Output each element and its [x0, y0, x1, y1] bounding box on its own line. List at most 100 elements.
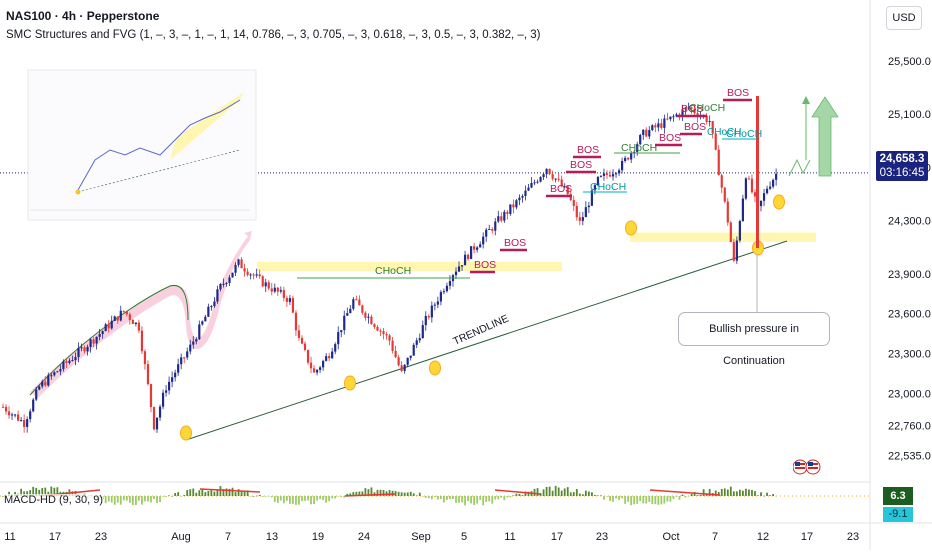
macd-histogram-bar [693, 491, 696, 496]
candle-body [596, 176, 600, 186]
price-tick-label: 23,600.0 [888, 309, 931, 321]
macd-histogram-bar [563, 488, 566, 496]
candle-body [454, 271, 458, 276]
macd-histogram-bar [503, 496, 506, 501]
macd-histogram-bar [379, 489, 382, 496]
candle-body [539, 177, 542, 182]
candle-body [403, 364, 406, 371]
currency-button[interactable]: USD [886, 6, 922, 30]
macd-legend[interactable]: MACD-HD (9, 30, 9) [4, 494, 104, 506]
candle-body [536, 181, 539, 183]
candle-body [666, 118, 669, 120]
price-tick-label: 22,535.0 [888, 450, 931, 462]
candle-body [690, 107, 693, 109]
candle-body [421, 325, 424, 339]
macd-histogram-bar [687, 496, 690, 497]
time-tick-label: 23 [847, 531, 859, 543]
macd-histogram-bar [636, 496, 639, 504]
macd-histogram-bar [14, 491, 16, 496]
candle-body [364, 312, 367, 318]
current-price-label: 24,658.3 [879, 153, 925, 165]
macd-histogram-bar [663, 496, 666, 504]
macd-histogram-bar [467, 496, 469, 502]
macd-histogram-bar [449, 496, 451, 500]
candle-body [273, 287, 276, 292]
time-tick-label: 13 [266, 531, 278, 543]
macd-histogram-bar [388, 490, 391, 496]
macd-histogram-bar [551, 490, 554, 496]
candle-body [331, 351, 334, 359]
indicator-legend[interactable]: SMC Structures and FVG (1, –, 3, –, 1, –… [6, 29, 541, 41]
candle-body [506, 211, 509, 214]
macd-histogram-bar [358, 491, 361, 496]
main-trendline [185, 240, 788, 441]
bos-label: BOS [474, 259, 496, 271]
projection-zigzag [788, 158, 811, 177]
macd-histogram-bar [313, 496, 315, 504]
macd-histogram-bar [772, 494, 774, 496]
candle-body [164, 390, 168, 393]
macd-histogram-bar [195, 492, 198, 496]
candle-body [122, 310, 125, 312]
candle-body [74, 357, 77, 361]
macd-histogram-bar [255, 495, 258, 497]
macd-histogram-bar [397, 491, 400, 496]
us-events-flag-icon[interactable] [793, 459, 821, 475]
macd-histogram-bar [681, 494, 684, 496]
candle-body [343, 315, 346, 331]
candle-body [62, 361, 65, 370]
candle-body [732, 241, 735, 261]
candle-body [288, 298, 291, 302]
candle-body [654, 125, 657, 128]
macd-histogram-bar [110, 496, 113, 503]
macd-divergence-line [649, 489, 721, 496]
candle-body [113, 316, 116, 321]
candle-body [137, 322, 140, 331]
candle-body [750, 178, 754, 193]
macd-histogram-bar [304, 496, 306, 501]
macd-histogram-bar [436, 496, 439, 500]
macd-histogram-bar [370, 487, 373, 496]
candle-body [418, 338, 421, 341]
macd-histogram-bar [642, 496, 645, 504]
candle-body [630, 152, 633, 160]
candle-body [503, 211, 506, 221]
candle-body [515, 200, 518, 208]
bos-label: BOS [727, 87, 749, 99]
macd-histogram-bar [479, 496, 482, 500]
candle-body [415, 340, 418, 345]
macd-histogram-bar [494, 496, 497, 500]
macd-histogram-bar [485, 496, 488, 502]
macd-histogram-bar [192, 488, 195, 496]
macd-histogram-bar [424, 496, 427, 498]
macd-histogram-bar [446, 496, 448, 500]
bos-label: BOS [504, 237, 526, 249]
macd-histogram-bar [310, 496, 312, 505]
candle-body [77, 347, 80, 358]
candle-body [660, 123, 663, 128]
macd-histogram-bar [144, 496, 146, 502]
candle-body [460, 265, 464, 267]
candle-body [642, 129, 645, 136]
candle-body [775, 173, 778, 180]
macd-histogram-bar [678, 496, 681, 500]
projection-arrow-head [802, 96, 810, 104]
macd-histogram-bar [246, 490, 249, 496]
macd-histogram-bar [222, 489, 225, 496]
candle-body [264, 282, 267, 287]
candle-body [216, 289, 219, 302]
choch-label: CHoCH [375, 265, 411, 277]
macd-histogram-bar [421, 496, 424, 497]
candle-body [445, 285, 449, 292]
candle-body [83, 347, 86, 352]
macd-histogram-bar [720, 488, 723, 496]
time-tick-label: 17 [551, 531, 563, 543]
price-tick-label: 23,300.0 [888, 349, 931, 361]
candle-body [624, 157, 627, 161]
candle-body [319, 367, 322, 370]
macd-histogram-bar [584, 490, 587, 496]
candle-body [738, 221, 741, 241]
wave-arrow-outline [29, 284, 189, 396]
candle-body [334, 344, 337, 352]
